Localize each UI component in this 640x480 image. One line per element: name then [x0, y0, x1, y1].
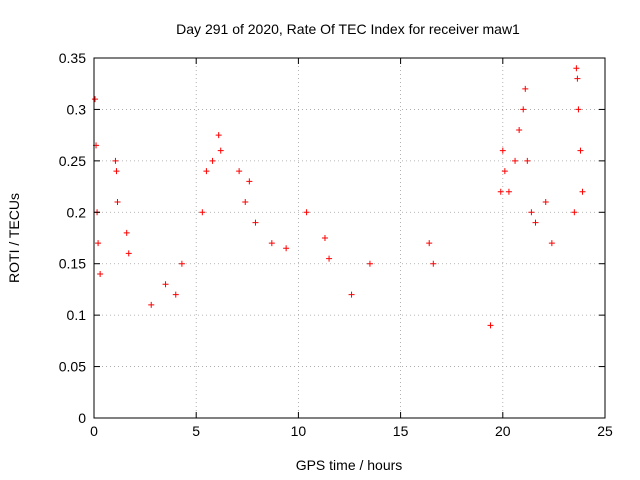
data-point [516, 127, 523, 133]
data-point [522, 85, 529, 92]
chart-title: Day 291 of 2020, Rate Of TEC Index for r… [176, 21, 520, 37]
data-point [113, 168, 120, 175]
grid-lines [94, 58, 605, 418]
data-point [203, 168, 210, 175]
data-point [178, 260, 185, 267]
x-tick-label: 10 [291, 423, 307, 439]
data-point [252, 219, 259, 226]
data-point [236, 168, 243, 175]
data-point [571, 209, 578, 216]
data-point [575, 106, 582, 113]
data-point [366, 260, 373, 267]
data-point [217, 147, 224, 154]
data-point [123, 229, 130, 236]
data-point [501, 168, 508, 175]
data-point [548, 240, 555, 247]
data-points [92, 65, 586, 329]
data-point [573, 65, 580, 72]
plot-frame [93, 57, 606, 419]
data-point [487, 322, 494, 329]
y-tick-label: 0.25 [59, 153, 86, 169]
data-point [114, 199, 121, 205]
data-point [268, 240, 275, 247]
data-point [426, 240, 433, 247]
data-point [162, 281, 169, 288]
data-point [283, 245, 290, 252]
y-tick-label: 0.35 [59, 50, 86, 66]
x-tick-label: 25 [597, 423, 613, 439]
data-point [215, 132, 222, 139]
y-tick-label: 0.15 [59, 256, 86, 272]
data-point [574, 75, 581, 82]
data-point [520, 106, 527, 113]
y-tick-label: 0.05 [59, 359, 86, 375]
x-tick-label: 15 [393, 423, 409, 439]
y-tick-label: 0.2 [67, 204, 87, 220]
data-point [242, 199, 249, 205]
data-point [505, 188, 512, 195]
data-point [532, 219, 539, 226]
data-point [209, 157, 216, 164]
x-tick-label: 0 [90, 423, 98, 439]
data-point [303, 209, 310, 216]
data-point [542, 199, 549, 205]
data-point [148, 301, 155, 308]
data-point [512, 157, 519, 164]
y-tick-label: 0.3 [67, 101, 87, 117]
data-point [125, 250, 132, 257]
x-tick-label: 5 [192, 423, 200, 439]
data-point [199, 209, 206, 216]
data-point [499, 147, 506, 154]
data-point [246, 178, 253, 185]
data-point [579, 188, 586, 195]
data-point [95, 240, 102, 247]
data-point [348, 291, 355, 298]
y-tick-label: 0 [78, 410, 86, 426]
data-point [321, 235, 328, 241]
data-point [97, 271, 104, 277]
data-point [92, 96, 99, 103]
y-tick-label: 0.1 [67, 307, 87, 323]
data-point [112, 157, 119, 164]
data-point [528, 209, 535, 216]
data-point [497, 188, 504, 195]
data-point [524, 157, 531, 164]
data-point [326, 255, 333, 262]
axis-ticks: 0 5 10 15 20 25 0 0.05 0.1 0.15 0.2 0.25 0.3 0.35 [59, 50, 613, 439]
data-point [577, 147, 584, 154]
x-tick-label: 20 [495, 423, 511, 439]
y-axis-label: ROTI / TECUs [6, 193, 22, 283]
data-point [172, 291, 179, 298]
x-axis-label: GPS time / hours [296, 457, 403, 473]
data-point [430, 260, 437, 267]
